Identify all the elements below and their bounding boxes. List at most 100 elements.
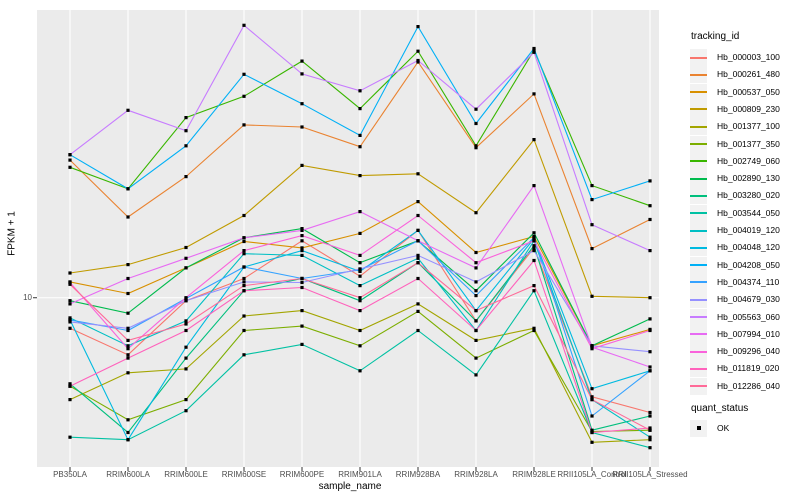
data-point-Hb_000261_480 <box>474 146 478 150</box>
data-point-Hb_004679_030 <box>184 299 188 303</box>
legend-key-line-icon <box>690 212 707 215</box>
legend-key-line-icon <box>690 73 707 76</box>
legend-label-Hb_005563_060: Hb_005563_060 <box>717 311 780 322</box>
legend-label-Hb_002749_060: Hb_002749_060 <box>717 155 780 166</box>
data-point-Hb_004019_120 <box>126 344 130 348</box>
data-point-Hb_007994_010 <box>242 236 246 240</box>
data-point-Hb_004374_110 <box>648 369 652 373</box>
legend-label-Hb_012286_040: Hb_012286_040 <box>717 380 780 391</box>
data-point-Hb_009296_040 <box>358 253 362 257</box>
data-point-Hb_000003_100 <box>300 239 304 243</box>
data-point-Hb_004374_110 <box>532 235 536 240</box>
legend-label-Hb_004208_050: Hb_004208_050 <box>717 259 780 270</box>
data-point-Hb_004019_120 <box>184 319 188 323</box>
black-square-point-icon <box>696 426 701 430</box>
legend-label-Hb_004679_030: Hb_004679_030 <box>717 294 780 305</box>
data-point-Hb_000537_050 <box>300 246 304 250</box>
legend-key-Hb_003280_020 <box>690 187 707 205</box>
data-point-Hb_000809_230 <box>532 138 536 142</box>
x-tick-label-RRIM901LA: RRIM901LA <box>338 470 382 479</box>
legend-key-Hb_000809_230 <box>690 100 707 118</box>
data-point-Hb_001377_100 <box>648 438 652 442</box>
legend-key-line-icon <box>690 143 707 145</box>
data-point-Hb_001377_350 <box>126 418 130 422</box>
x-tick-label-RRIM600LA: RRIM600LA <box>106 470 150 479</box>
data-point-Hb_000003_100 <box>590 395 594 399</box>
legend-key-Hb_004374_110 <box>690 273 707 291</box>
data-point-Hb_004208_050 <box>474 121 478 126</box>
data-point-Hb_000537_050 <box>242 239 246 244</box>
data-point-Hb_001377_350 <box>416 309 420 313</box>
legend-key-Hb_004048_120 <box>690 239 707 257</box>
x-tick-label-RRIM600LE: RRIM600LE <box>164 470 208 479</box>
data-point-Hb_012286_040 <box>416 261 420 265</box>
data-point-Hb_002749_060 <box>590 184 594 188</box>
legend-label-Hb_007994_010: Hb_007994_010 <box>717 328 780 339</box>
data-point-Hb_004679_030 <box>532 249 536 253</box>
data-point-Hb_004208_050 <box>242 72 246 76</box>
data-point-Hb_012286_040 <box>358 296 362 300</box>
data-point-Hb_001377_350 <box>300 324 304 328</box>
data-point-Hb_000537_050 <box>126 291 130 296</box>
data-point-Hb_009296_040 <box>126 347 130 351</box>
legend-label-Hb_000261_480: Hb_000261_480 <box>717 69 780 80</box>
legend-label-Hb_004374_110: Hb_004374_110 <box>717 276 780 287</box>
x-tick-label-PB350LA: PB350LA <box>53 470 87 479</box>
y-axis-title: FPKM + 1 <box>6 211 18 256</box>
data-point-Hb_000809_230 <box>648 296 652 300</box>
data-point-Hb_011819_020 <box>416 276 420 281</box>
data-point-Hb_012286_040 <box>68 282 72 286</box>
data-point-Hb_000261_480 <box>532 92 536 96</box>
legend-key-line-icon <box>690 316 707 318</box>
data-point-Hb_001377_350 <box>474 356 478 360</box>
x-tick-label-RRII105LA_Stressed: RRII105LA_Stressed <box>612 470 688 479</box>
data-point-Hb_004208_050 <box>648 179 652 183</box>
data-point-Hb_012286_040 <box>300 276 304 281</box>
data-point-Hb_001377_350 <box>184 398 188 402</box>
legend-key-Hb_007994_010 <box>690 325 707 343</box>
data-point-Hb_005563_060 <box>68 153 72 157</box>
data-point-Hb_004208_050 <box>532 46 536 51</box>
legend-key-Hb_004679_030 <box>690 291 707 309</box>
legend-key-line-icon <box>690 333 707 336</box>
legend-key-line-icon <box>690 264 707 267</box>
data-point-Hb_009296_040 <box>416 213 420 218</box>
data-point-Hb_004679_030 <box>68 320 72 324</box>
data-point-Hb_001377_100 <box>300 309 304 313</box>
data-point-Hb_003544_050 <box>300 342 304 346</box>
data-point-Hb_003544_050 <box>648 446 652 450</box>
data-point-Hb_012286_040 <box>184 322 188 326</box>
data-point-Hb_003280_020 <box>648 414 652 418</box>
data-point-Hb_004374_110 <box>68 318 72 322</box>
data-point-Hb_009296_040 <box>242 249 246 253</box>
data-point-Hb_002749_060 <box>416 49 420 53</box>
legend-key-Hb_002890_130 <box>690 170 707 188</box>
data-point-Hb_004019_120 <box>242 252 246 256</box>
data-point-Hb_001377_100 <box>416 302 420 306</box>
data-point-Hb_004048_120 <box>590 387 594 391</box>
legend-label-quant-OK: OK <box>717 422 730 433</box>
data-point-Hb_012286_040 <box>126 338 130 342</box>
legend-key-line-icon <box>690 91 707 94</box>
data-point-Hb_002890_130 <box>184 266 188 270</box>
data-point-Hb_001377_100 <box>126 371 130 375</box>
data-point-Hb_000003_100 <box>648 410 652 415</box>
data-point-Hb_000809_230 <box>300 163 304 167</box>
data-point-Hb_012286_040 <box>590 398 594 402</box>
data-point-Hb_004048_120 <box>416 228 420 232</box>
data-point-Hb_003544_050 <box>474 373 478 377</box>
data-point-Hb_003280_020 <box>532 244 536 248</box>
data-point-Hb_007994_010 <box>648 365 652 369</box>
x-tick-label-RRIM928BA: RRIM928BA <box>395 470 441 479</box>
data-point-Hb_000809_230 <box>68 271 72 275</box>
data-point-Hb_007994_010 <box>68 302 72 306</box>
data-point-Hb_012286_040 <box>532 284 536 288</box>
data-point-Hb_002749_060 <box>68 165 72 169</box>
data-point-Hb_002890_130 <box>68 299 72 303</box>
x-axis-title: sample_name <box>318 481 382 492</box>
legend-label-Hb_003280_020: Hb_003280_020 <box>717 190 780 201</box>
y-axis-tick-label: 10 <box>23 293 32 302</box>
data-point-Hb_004019_120 <box>648 435 652 439</box>
data-point-Hb_002890_130 <box>126 311 130 315</box>
